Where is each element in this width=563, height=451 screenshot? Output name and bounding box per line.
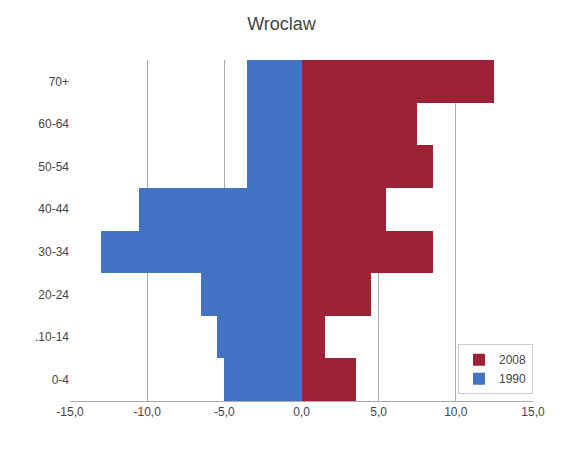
- svg-text:20-24: 20-24: [38, 288, 69, 302]
- svg-text:-5,0: -5,0: [214, 405, 235, 419]
- svg-text:1990: 1990: [499, 372, 526, 386]
- svg-text:0-4: 0-4: [52, 373, 70, 387]
- svg-text:5,0: 5,0: [370, 405, 387, 419]
- svg-text:-15,0: -15,0: [56, 405, 84, 419]
- svg-text:30-34: 30-34: [38, 245, 69, 259]
- svg-text:70+: 70+: [49, 75, 69, 89]
- svg-text:15,0: 15,0: [521, 405, 545, 419]
- svg-text:10,0: 10,0: [444, 405, 468, 419]
- svg-text:2008: 2008: [499, 353, 526, 367]
- svg-text:.10-14: .10-14: [35, 330, 69, 344]
- svg-text:60-64: 60-64: [38, 117, 69, 131]
- svg-text:0,0: 0,0: [293, 405, 310, 419]
- svg-text:-10,0: -10,0: [133, 405, 161, 419]
- svg-text:40-44: 40-44: [38, 202, 69, 216]
- svg-text:Wroclaw: Wroclaw: [247, 14, 317, 34]
- svg-text:50-54: 50-54: [38, 160, 69, 174]
